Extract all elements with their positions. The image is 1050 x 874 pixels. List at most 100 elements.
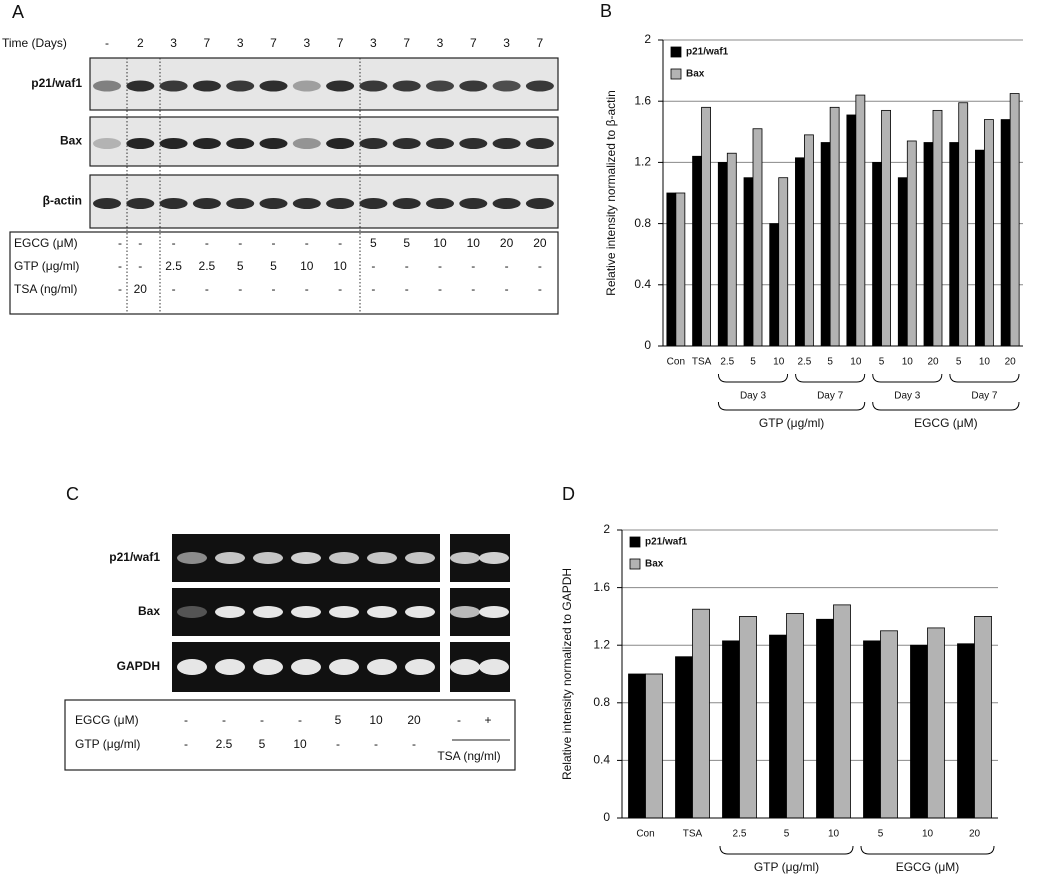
x-tick-label: Con (667, 357, 685, 368)
treatment-value: - (118, 259, 122, 273)
band (226, 198, 255, 209)
panel-label: C (66, 484, 79, 504)
y-tick-label: 1.2 (593, 637, 610, 651)
treatment-value: - (238, 282, 242, 296)
bar (786, 613, 804, 819)
treatment-value: - (298, 713, 302, 727)
band (93, 138, 121, 149)
bar (957, 643, 975, 819)
time-value: - (105, 36, 109, 50)
band (226, 138, 255, 149)
bar (984, 119, 994, 347)
treatment-value: - (505, 259, 509, 273)
x-tick-label: 5 (879, 357, 885, 368)
bar (769, 223, 780, 347)
outer-bracket (717, 401, 866, 411)
group-label: Day 3 (894, 391, 921, 402)
treatment-value: - (172, 282, 176, 296)
legend-label: p21/waf1 (645, 537, 688, 548)
treatment-value: 10 (467, 236, 481, 250)
time-value: 2 (137, 36, 144, 50)
treatment-value: - (305, 236, 309, 250)
x-tick-label: 10 (979, 357, 991, 368)
treatment-label: EGCG (μM) (75, 713, 139, 727)
treatment-value: - (138, 236, 142, 250)
bar (949, 142, 960, 347)
treatment-value: - (338, 236, 342, 250)
bar (675, 192, 686, 347)
y-tick-label: 0.4 (634, 277, 651, 291)
bar (645, 673, 663, 819)
x-tick-label: 20 (969, 829, 981, 840)
time-value: 3 (437, 36, 444, 50)
time-value: 3 (170, 36, 177, 50)
bar (752, 128, 763, 347)
x-tick-label: 10 (828, 829, 840, 840)
panel-label: D (562, 484, 575, 504)
treatment-value: - (471, 282, 475, 296)
group-bracket (949, 373, 1020, 383)
treatment-value: - (412, 737, 416, 751)
band (159, 198, 188, 209)
panel-label: A (12, 2, 24, 22)
band (159, 138, 188, 149)
band (192, 138, 221, 149)
band (177, 606, 207, 618)
treatment-value: 20 (134, 282, 148, 296)
x-tick-label: 10 (922, 829, 934, 840)
treatment-value: - (457, 713, 461, 727)
x-tick-label: TSA (683, 829, 703, 840)
band (226, 80, 255, 92)
band (492, 198, 521, 209)
y-axis-label: Relative intensity normalized to β-actin (604, 90, 618, 296)
y-axis-label: Relative intensity normalized to GAPDH (560, 568, 574, 780)
legend-swatch (670, 46, 682, 58)
bar (880, 630, 898, 819)
band (525, 198, 554, 209)
treatment-box (64, 699, 516, 771)
panel-label: B (600, 1, 612, 21)
treatment-value: - (172, 236, 176, 250)
treatment-value: 5 (403, 236, 410, 250)
band (492, 80, 521, 92)
treatment-value: 2.5 (165, 259, 182, 273)
band (450, 552, 480, 564)
y-tick-label: 0 (603, 810, 610, 824)
band (326, 138, 355, 149)
bar (974, 616, 992, 819)
band (291, 552, 321, 564)
band (459, 80, 488, 92)
y-tick-label: 0.8 (634, 216, 651, 230)
band (192, 80, 221, 92)
treatment-label: EGCG (μM) (14, 236, 78, 250)
treatment-value: - (238, 236, 242, 250)
treatment-value: - (118, 282, 122, 296)
treatment-value: - (184, 713, 188, 727)
x-tick-label: 2.5 (797, 357, 811, 368)
blot-label: p21/waf1 (109, 550, 160, 564)
treatment-value: - (336, 737, 340, 751)
band (215, 606, 245, 618)
bar (846, 114, 857, 347)
outer-group-label: EGCG (μM) (896, 860, 960, 874)
y-tick-label: 1.6 (593, 580, 610, 594)
outer-bracket (872, 401, 1020, 411)
legend-swatch (670, 68, 682, 80)
x-tick-label: TSA (692, 357, 712, 368)
band (525, 138, 554, 149)
bar (1000, 119, 1011, 347)
outer-group-label: GTP (μg/ml) (759, 416, 824, 430)
treatment-value: - (405, 282, 409, 296)
treatment-value: 10 (433, 236, 447, 250)
band (392, 198, 421, 209)
blot (89, 116, 559, 167)
bar (666, 192, 677, 347)
treatment-value: - (205, 236, 209, 250)
bar (692, 608, 710, 819)
time-value: 3 (370, 36, 377, 50)
treatment-value: 5 (335, 713, 342, 727)
band (259, 138, 288, 149)
band (359, 198, 388, 209)
treatment-value: - (205, 282, 209, 296)
treatment-value: - (272, 236, 276, 250)
